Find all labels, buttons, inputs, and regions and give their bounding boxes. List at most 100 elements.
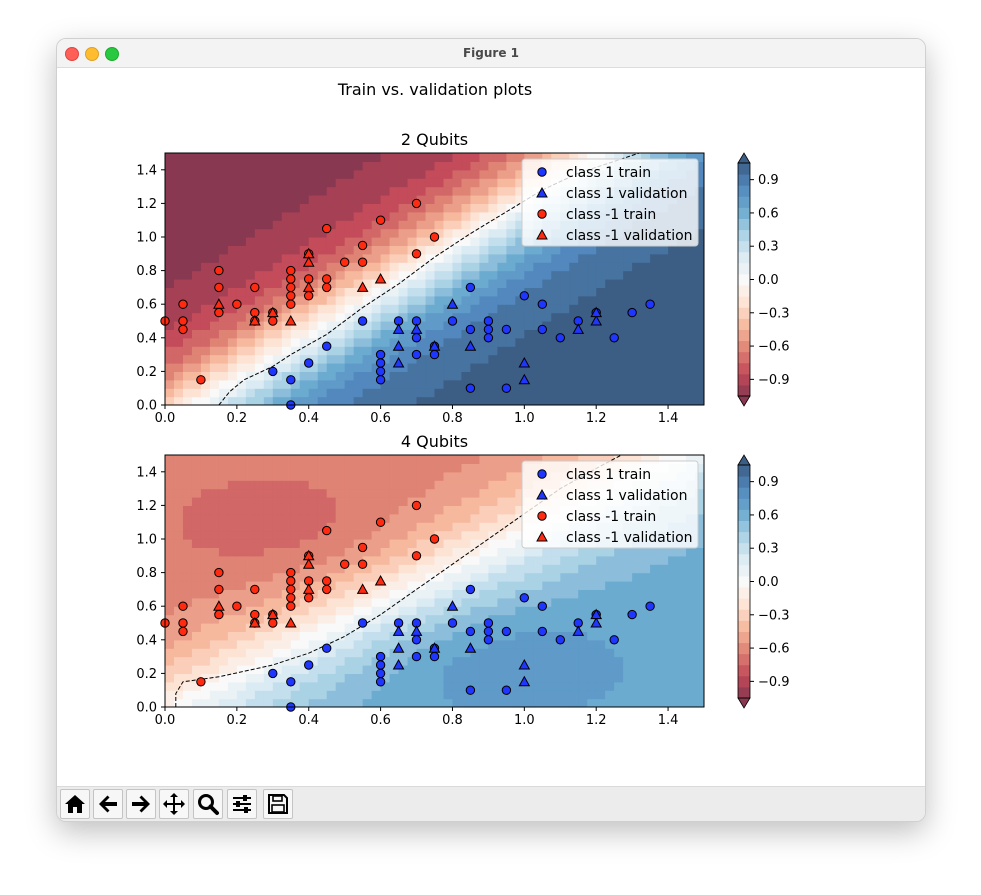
subplot-title: 4 Qubits (401, 432, 468, 451)
point-class1-train (411, 333, 422, 343)
point-class1-train (357, 316, 368, 326)
colorbar-band (738, 262, 750, 275)
legend-marker (536, 530, 548, 542)
point-classneg1-train (214, 584, 224, 595)
navigation-toolbar (57, 786, 925, 821)
point-class1-validation (464, 340, 477, 351)
point-class1-train (411, 349, 422, 360)
point-class1-validation (392, 625, 405, 636)
legend-marker (537, 469, 547, 479)
legend-label: class 1 train (566, 467, 651, 483)
point-classneg1-validation (302, 281, 315, 292)
colorbar-band (738, 587, 750, 599)
point-class1-train (304, 358, 314, 368)
back-button[interactable] (93, 789, 123, 819)
colorbar-tick-label: −0.6 (758, 340, 790, 355)
colorbar-tick-label: −0.9 (758, 373, 790, 388)
colorbar-extend-top (737, 454, 751, 466)
point-classneg1-validation (266, 608, 279, 620)
y-tick-label: 1.0 (136, 533, 157, 548)
colorbar-band (738, 196, 750, 208)
colorbar-extend-top (737, 152, 751, 164)
point-class1-train (286, 677, 296, 687)
y-tick-label: 0.6 (136, 298, 157, 313)
colorbar-band (738, 598, 750, 610)
colorbar-band (738, 351, 750, 364)
y-tick-label: 1.4 (136, 163, 157, 178)
x-tick-label: 0.8 (442, 411, 463, 426)
point-class1-train (322, 643, 332, 653)
colorbar-band (738, 174, 750, 186)
configure-subplots-button[interactable] (227, 789, 257, 819)
point-class1-train (465, 383, 476, 393)
point-classneg1-train (411, 198, 422, 209)
point-classneg1-validation (302, 583, 315, 594)
point-class1-train (304, 660, 314, 670)
point-class1-train (375, 677, 386, 687)
minimize-window-button[interactable] (85, 47, 99, 61)
point-class1-train (537, 299, 547, 309)
point-class1-validation (392, 356, 405, 368)
point-classneg1-train (357, 257, 368, 267)
point-class1-validation (464, 642, 477, 653)
point-classneg1-train (286, 299, 296, 309)
colorbar-band (738, 285, 750, 297)
legend-marker (537, 511, 547, 521)
maximize-window-button[interactable] (105, 47, 119, 61)
colorbar-band (738, 163, 750, 175)
colorbar-tick-label: −0.9 (758, 675, 790, 690)
legend-label: class -1 train (566, 509, 656, 525)
legend: class 1 train class 1 validation class -1 … (521, 158, 699, 247)
x-tick-label: 0.4 (298, 713, 319, 728)
y-tick-label: 0.2 (136, 667, 157, 682)
home-button[interactable] (60, 789, 90, 819)
colorbar-band (738, 373, 750, 386)
configure-subplots-icon (233, 795, 251, 813)
point-classneg1-train (322, 274, 332, 284)
zoom-button[interactable] (193, 789, 223, 819)
y-tick-label: 0.0 (136, 701, 157, 716)
colorbar-band (738, 185, 750, 197)
point-class1-train (627, 307, 637, 318)
colorbar-tick-label: 0.9 (758, 173, 779, 188)
point-classneg1-validation (302, 256, 315, 267)
point-class1-validation (410, 625, 423, 636)
point-classneg1-validation (356, 583, 369, 594)
colorbar-band (738, 476, 750, 488)
save-button[interactable] (263, 789, 293, 819)
close-window-button[interactable] (65, 47, 79, 61)
legend: class 1 train class 1 validation class -1 … (521, 460, 699, 549)
colorbar-band (738, 575, 750, 588)
colorbar-tick-label: 0.0 (758, 273, 779, 288)
point-classneg1-train (304, 593, 314, 603)
point-classneg1-train (178, 299, 188, 309)
point-class1-validation (392, 340, 405, 351)
colorbar-band (738, 229, 750, 242)
colorbar-band (738, 307, 750, 319)
point-classneg1-train (286, 576, 296, 586)
point-class1-train (519, 593, 529, 603)
forward-button[interactable] (126, 789, 156, 819)
y-tick-label: 0.8 (136, 566, 157, 581)
point-class1-train (501, 383, 512, 393)
point-class1-train (537, 601, 547, 611)
pan-button[interactable] (159, 789, 189, 819)
point-class1-train (483, 618, 494, 628)
point-classneg1-train (286, 274, 296, 284)
point-class1-validation (446, 600, 459, 611)
zoom-icon (198, 794, 219, 815)
point-classneg1-train (286, 265, 296, 276)
point-classneg1-train (286, 567, 296, 578)
point-class1-validation (518, 675, 531, 687)
point-class1-train (375, 366, 386, 377)
point-classneg1-validation (374, 574, 387, 586)
point-class1-train (268, 366, 278, 377)
title-bar: Figure 1 (57, 39, 925, 68)
point-class1-validation (410, 323, 423, 334)
legend-label: class 1 validation (566, 488, 688, 504)
colorbar-tick-label: 0.6 (758, 508, 779, 523)
colorbar-band (738, 631, 750, 644)
colorbar-band (738, 318, 750, 330)
colorbar-tick-label: 0.3 (758, 542, 779, 557)
colorbar-tick-label: −0.6 (758, 642, 790, 657)
